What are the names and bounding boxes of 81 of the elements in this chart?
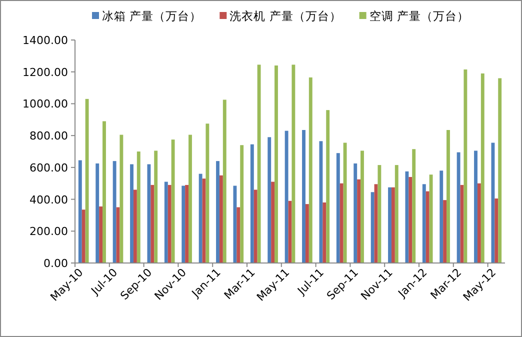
bar — [443, 200, 447, 263]
bar — [429, 174, 433, 263]
bar — [319, 141, 323, 263]
bar — [498, 78, 502, 263]
bar — [464, 69, 468, 263]
bar — [440, 170, 444, 263]
bar — [378, 165, 382, 263]
bar — [168, 184, 172, 263]
bar — [240, 145, 244, 263]
bar — [480, 73, 484, 263]
y-tick-label: 1000.00 — [22, 98, 68, 111]
bar — [78, 160, 82, 263]
bar — [340, 183, 344, 263]
bar — [491, 142, 495, 263]
bar — [477, 183, 481, 263]
bar — [182, 186, 186, 263]
bar — [343, 142, 347, 263]
bar — [233, 186, 237, 263]
bar — [446, 130, 450, 263]
y-tick-label: 600.00 — [30, 161, 68, 174]
bar — [308, 77, 312, 263]
bar — [336, 153, 340, 263]
bar — [222, 100, 226, 263]
y-tick-label: 1400.00 — [22, 34, 68, 47]
bar — [408, 176, 412, 263]
bar — [171, 140, 175, 263]
bar — [388, 187, 392, 263]
legend-label: 冰箱 产量（万台） — [102, 9, 202, 23]
bar — [370, 192, 374, 263]
bar — [130, 164, 134, 263]
bar — [254, 190, 258, 263]
bar — [99, 206, 103, 263]
bar — [112, 161, 116, 263]
bar — [305, 204, 309, 263]
bar — [150, 184, 154, 263]
bar — [322, 202, 326, 263]
y-tick-label: 0.00 — [44, 257, 68, 270]
bar — [188, 134, 192, 263]
y-tick-label: 1200.00 — [22, 66, 68, 79]
bar — [198, 174, 202, 263]
bar — [271, 182, 275, 263]
bar — [268, 137, 272, 263]
legend-label: 空调 产量（万台） — [369, 9, 469, 23]
bar — [394, 165, 398, 263]
legend-label: 洗衣机 产量（万台） — [230, 9, 342, 23]
bar — [474, 150, 478, 263]
bar — [357, 179, 361, 263]
bar — [136, 152, 140, 263]
bar — [405, 171, 409, 263]
bar — [326, 110, 330, 263]
bar — [302, 130, 306, 263]
bar — [82, 210, 86, 263]
bar — [96, 163, 100, 263]
bar — [164, 182, 168, 263]
bar — [219, 175, 223, 263]
bar — [206, 124, 210, 263]
bar — [216, 161, 220, 263]
bar — [426, 191, 430, 263]
bar — [257, 64, 261, 263]
bar — [422, 184, 426, 263]
bar — [412, 149, 416, 263]
bar — [274, 65, 278, 263]
bar — [456, 152, 460, 263]
bar — [154, 150, 158, 263]
bar — [250, 144, 254, 263]
bar — [391, 187, 395, 263]
bar — [292, 64, 296, 263]
bar — [284, 130, 288, 263]
bar — [102, 121, 106, 263]
bar — [236, 207, 240, 263]
bar — [133, 190, 137, 263]
bar — [185, 184, 189, 263]
bar — [354, 163, 358, 263]
bar — [120, 134, 124, 263]
bar — [147, 164, 151, 263]
y-tick-label: 800.00 — [30, 130, 68, 143]
bar — [494, 198, 498, 263]
bar — [85, 98, 89, 263]
bar — [360, 150, 364, 263]
y-tick-label: 400.00 — [30, 193, 68, 206]
y-tick-label: 200.00 — [30, 225, 68, 238]
